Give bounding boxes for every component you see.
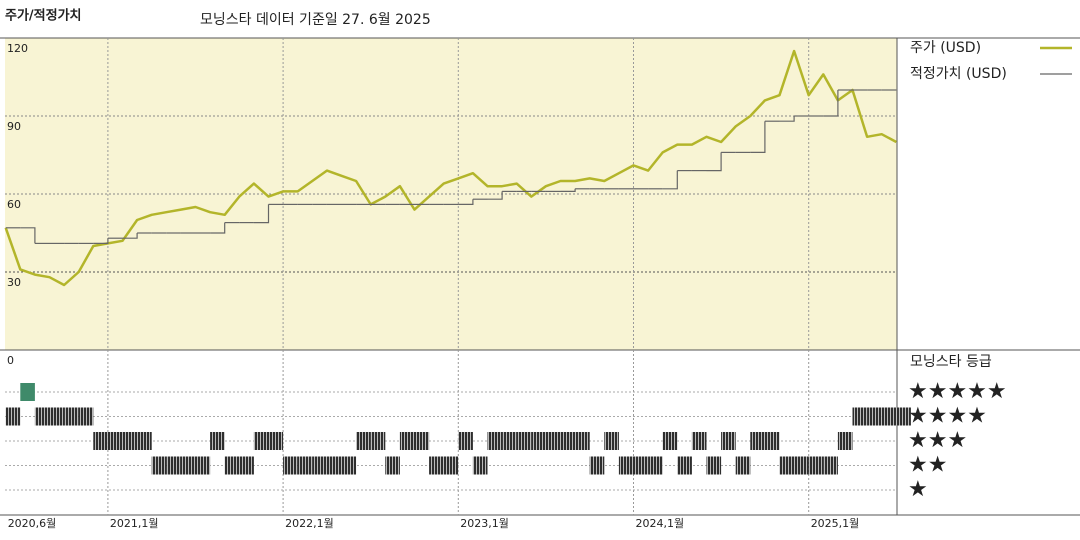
rating-bar bbox=[779, 456, 795, 475]
rating-bar bbox=[458, 432, 473, 450]
rating-bar bbox=[107, 432, 123, 450]
x-tick-label: 2022,1월 bbox=[285, 517, 334, 530]
fair-value-step bbox=[823, 90, 839, 117]
rating-bar bbox=[764, 432, 780, 450]
rating-bar bbox=[399, 432, 415, 450]
rating-bar bbox=[326, 456, 342, 475]
rating-bar bbox=[516, 432, 532, 450]
y-tick-label: 0 bbox=[7, 354, 14, 367]
rating-bar bbox=[589, 456, 605, 475]
rating-bar bbox=[706, 456, 722, 475]
rating-bar bbox=[210, 432, 225, 450]
fair-value-step bbox=[706, 152, 722, 172]
rating-bar bbox=[633, 456, 649, 475]
fair-value-step bbox=[487, 191, 503, 200]
rating-bar bbox=[166, 456, 181, 475]
x-tick-label: 2023,1월 bbox=[460, 517, 509, 530]
rating-bar bbox=[341, 456, 357, 475]
rating-bar bbox=[20, 383, 35, 401]
x-tick-label: 2021,1월 bbox=[110, 517, 159, 530]
rating-bar bbox=[312, 456, 327, 475]
rating-bar bbox=[735, 456, 751, 475]
rating-bar bbox=[721, 432, 736, 450]
rating-bar bbox=[677, 456, 692, 475]
rating-bar bbox=[429, 456, 444, 475]
fair-value-step bbox=[662, 170, 678, 190]
rating-level-label: ★★★★★ bbox=[908, 379, 1007, 404]
rating-level-label: ★★★ bbox=[908, 428, 967, 453]
rating-bar bbox=[122, 432, 138, 450]
rating-bar bbox=[93, 432, 108, 450]
ratings-title: 모닝스타 등급 bbox=[910, 354, 992, 370]
rating-bar bbox=[575, 432, 590, 450]
rating-bar bbox=[180, 456, 196, 475]
rating-bar bbox=[414, 432, 430, 450]
rating-bar bbox=[268, 432, 284, 450]
fair-value-step bbox=[750, 121, 766, 153]
y-tick-label: 120 bbox=[7, 42, 28, 55]
rating-bar bbox=[443, 456, 459, 475]
rating-level-label: ★★ bbox=[908, 453, 947, 478]
rating-bar bbox=[560, 432, 576, 450]
rating-bar bbox=[370, 432, 386, 450]
rating-bar bbox=[618, 456, 634, 475]
rating-bar bbox=[34, 407, 50, 426]
chart-subtitle: 모닝스타 데이터 기준일 27. 6월 2025 bbox=[200, 12, 431, 28]
x-tick-label: 2024,1월 bbox=[636, 517, 685, 530]
rating-bar bbox=[224, 456, 240, 475]
x-tick-label: 2025,1월 bbox=[811, 517, 860, 530]
rating-bar bbox=[662, 432, 678, 450]
rating-level-label: ★ bbox=[908, 477, 928, 502]
rating-bar bbox=[502, 432, 517, 450]
fair-value-step bbox=[93, 238, 109, 244]
fair-value-step bbox=[20, 227, 36, 244]
legend-label: 적정가치 (USD) bbox=[910, 66, 1007, 82]
rating-bar bbox=[78, 407, 94, 426]
rating-bar bbox=[545, 432, 561, 450]
rating-bar bbox=[64, 407, 79, 426]
rating-bar bbox=[881, 407, 897, 426]
rating-bar bbox=[604, 432, 619, 450]
rating-bar bbox=[49, 407, 65, 426]
rating-bar bbox=[356, 432, 371, 450]
rating-bar bbox=[837, 432, 853, 450]
x-tick-label: 2020,6월 bbox=[8, 517, 57, 530]
fair-value-step bbox=[210, 222, 226, 234]
rating-bar bbox=[5, 407, 21, 426]
y-tick-label: 30 bbox=[7, 276, 21, 289]
fair-value-step bbox=[458, 199, 474, 205]
rating-bar bbox=[385, 456, 400, 475]
rating-bar bbox=[823, 456, 838, 475]
rating-bar bbox=[195, 456, 211, 475]
fair-value-step bbox=[560, 188, 576, 192]
price-line bbox=[4, 49, 897, 287]
rating-bar bbox=[297, 456, 313, 475]
rating-bar bbox=[852, 407, 868, 426]
rating-bar bbox=[531, 432, 546, 450]
rating-bar bbox=[239, 456, 254, 475]
rating-level-label: ★★★★ bbox=[908, 404, 987, 429]
rating-bar bbox=[283, 456, 298, 475]
rating-bar bbox=[867, 407, 882, 426]
rating-bar bbox=[151, 456, 167, 475]
chart-title: 주가/적정가치 bbox=[5, 8, 82, 24]
fair-value-step bbox=[779, 116, 795, 122]
rating-bar bbox=[487, 432, 503, 450]
rating-bar bbox=[253, 432, 269, 450]
rating-bar bbox=[808, 456, 824, 475]
rating-bar bbox=[896, 407, 911, 426]
rating-bar bbox=[648, 456, 663, 475]
rating-bar bbox=[794, 456, 809, 475]
y-tick-label: 90 bbox=[7, 120, 21, 133]
legend-label: 주가 (USD) bbox=[910, 40, 981, 56]
rating-bar bbox=[750, 432, 765, 450]
rating-bar bbox=[137, 432, 152, 450]
fair-value-step bbox=[253, 204, 270, 224]
y-tick-label: 60 bbox=[7, 198, 21, 211]
fair-value-step bbox=[122, 233, 138, 239]
rating-bar bbox=[472, 456, 488, 475]
rating-bar bbox=[691, 432, 707, 450]
